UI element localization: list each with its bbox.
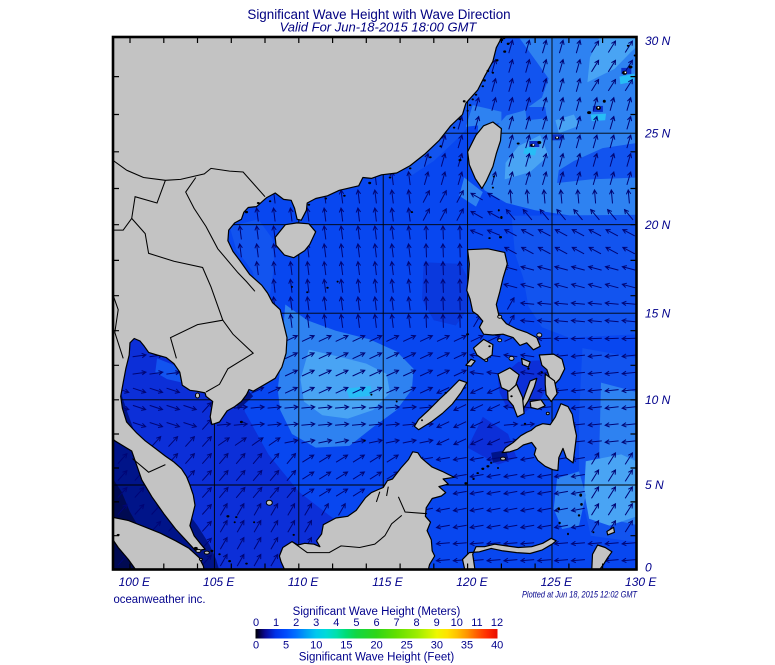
svg-text:12: 12 — [491, 617, 503, 629]
svg-text:25 N: 25 N — [644, 126, 671, 140]
svg-text:5: 5 — [353, 617, 359, 629]
svg-text:0: 0 — [253, 617, 259, 629]
svg-text:15 N: 15 N — [645, 306, 671, 320]
svg-text:30: 30 — [431, 640, 443, 652]
svg-text:10: 10 — [310, 640, 322, 652]
svg-text:20 N: 20 N — [644, 218, 671, 232]
svg-text:1: 1 — [273, 617, 279, 629]
svg-text:7: 7 — [394, 617, 400, 629]
svg-text:4: 4 — [333, 617, 339, 629]
svg-text:11: 11 — [471, 617, 482, 629]
svg-text:20: 20 — [370, 640, 382, 652]
svg-text:40: 40 — [491, 640, 503, 652]
svg-text:Significant Wave Height with W: Significant Wave Height with Wave Direct… — [247, 7, 510, 22]
svg-text:30 N: 30 N — [645, 34, 671, 48]
svg-text:0: 0 — [253, 640, 259, 652]
svg-text:oceanweather inc.: oceanweather inc. — [114, 592, 206, 606]
svg-text:6: 6 — [373, 617, 379, 629]
svg-text:Plotted at Jun 18, 2015 12:02: Plotted at Jun 18, 2015 12:02 GMT — [522, 590, 638, 601]
svg-text:Significant Wave Height (Meter: Significant Wave Height (Meters) — [293, 606, 461, 618]
svg-text:115 E: 115 E — [372, 575, 403, 589]
svg-text:8: 8 — [414, 617, 420, 629]
svg-text:0: 0 — [645, 561, 652, 575]
svg-text:120 E: 120 E — [456, 575, 488, 589]
svg-text:3: 3 — [313, 617, 319, 629]
svg-text:100 E: 100 E — [119, 575, 151, 589]
svg-text:Valid For Jun-18-2015 18:00 GM: Valid For Jun-18-2015 18:00 GMT — [280, 20, 478, 35]
svg-text:125 E: 125 E — [541, 575, 573, 589]
svg-text:105 E: 105 E — [203, 575, 235, 589]
svg-text:25: 25 — [401, 640, 413, 652]
svg-text:110 E: 110 E — [288, 575, 319, 589]
svg-text:9: 9 — [434, 617, 440, 629]
svg-text:10 N: 10 N — [645, 393, 671, 407]
svg-text:5: 5 — [283, 640, 289, 652]
svg-text:Significant Wave Height (Feet): Significant Wave Height (Feet) — [299, 652, 455, 664]
svg-text:10: 10 — [451, 617, 463, 629]
svg-text:2: 2 — [293, 617, 299, 629]
svg-text:5 N: 5 N — [645, 478, 664, 492]
svg-text:35: 35 — [461, 640, 473, 652]
svg-text:15: 15 — [340, 640, 352, 652]
svg-text:130 E: 130 E — [625, 575, 657, 589]
